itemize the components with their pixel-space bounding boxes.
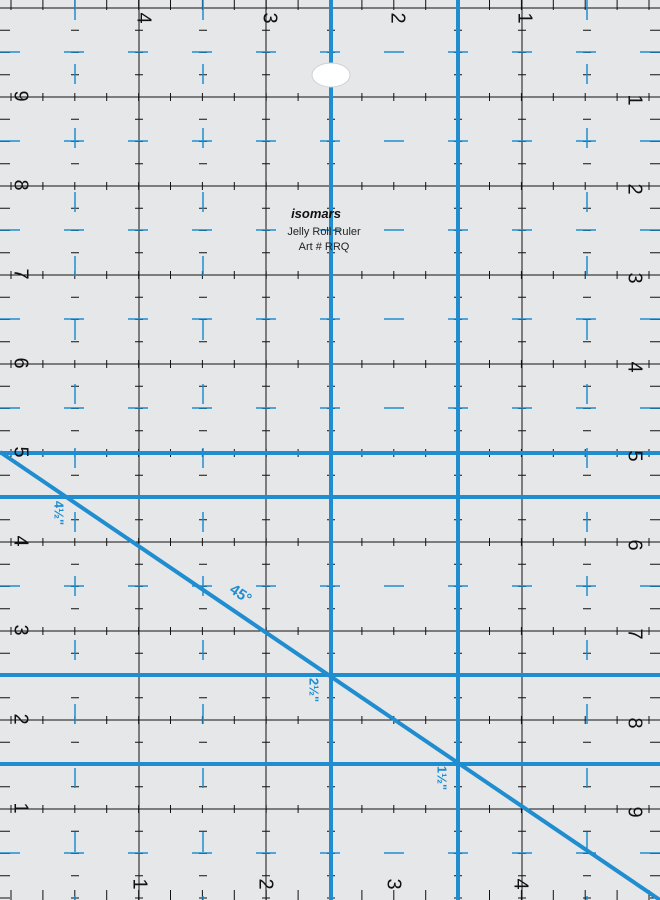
bottom-number: 1 (129, 878, 151, 889)
left-number: 2 (10, 713, 32, 724)
right-number: 1 (624, 94, 646, 105)
left-number: 9 (10, 90, 32, 101)
top-number: 3 (259, 12, 281, 23)
left-number: 5 (10, 446, 32, 457)
left-number: 8 (10, 179, 32, 190)
left-scale-numbers: 9 8 7 6 5 4 3 2 1 (10, 90, 32, 813)
label-1-and-a-half: 1½" (435, 766, 450, 790)
hanging-hole (311, 62, 351, 88)
right-number: 7 (624, 628, 646, 639)
left-number: 6 (10, 357, 32, 368)
left-number: 4 (10, 535, 32, 546)
brand-logo: isomars (291, 206, 341, 221)
bottom-number: 4 (510, 878, 532, 889)
bottom-number: 3 (383, 878, 405, 889)
right-number: 9 (624, 806, 646, 817)
right-number: 5 (624, 450, 646, 461)
right-number: 2 (624, 183, 646, 194)
top-number: 2 (387, 12, 409, 23)
right-scale-numbers: 1 2 3 4 5 6 7 8 9 (624, 94, 646, 817)
left-number: 3 (10, 624, 32, 635)
top-scale-numbers: 4 3 2 1 (133, 12, 536, 23)
right-number: 8 (624, 717, 646, 728)
diagonal-45-degree-line (0, 450, 660, 900)
right-number: 4 (624, 361, 646, 372)
art-number: Art # RRQ (299, 241, 350, 253)
label-2-and-a-half: 2½" (307, 678, 322, 702)
label-4-and-a-half: 4½" (52, 501, 67, 525)
left-number: 7 (10, 268, 32, 279)
bottom-scale-numbers: 1 2 3 4 (129, 878, 532, 889)
top-number: 1 (514, 12, 536, 23)
product-name: Jelly Roll Ruler (287, 226, 361, 238)
top-number: 4 (133, 12, 155, 23)
right-number: 6 (624, 539, 646, 550)
left-number: 1 (10, 802, 32, 813)
bottom-number: 2 (255, 878, 277, 889)
right-number: 3 (624, 272, 646, 283)
